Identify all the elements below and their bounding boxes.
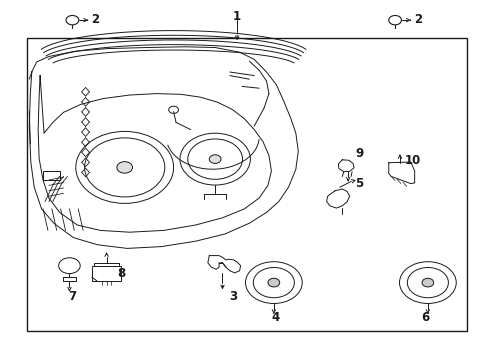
Text: 8: 8 (117, 267, 125, 280)
Text: 4: 4 (271, 311, 279, 324)
Circle shape (267, 278, 279, 287)
Text: 9: 9 (355, 147, 363, 159)
Text: 3: 3 (229, 291, 237, 303)
Text: 10: 10 (404, 154, 421, 167)
Bar (94, 263, 119, 266)
Text: 6: 6 (421, 311, 428, 324)
Text: 5: 5 (355, 177, 363, 190)
Text: 2: 2 (91, 13, 99, 26)
Text: 7: 7 (68, 291, 76, 303)
Circle shape (117, 162, 132, 173)
Circle shape (209, 155, 221, 163)
Circle shape (421, 278, 433, 287)
Text: 1: 1 (233, 10, 241, 23)
Text: 2: 2 (413, 13, 421, 26)
Bar (43, 171, 60, 180)
Bar (92, 266, 121, 281)
Bar (27, 38, 466, 331)
